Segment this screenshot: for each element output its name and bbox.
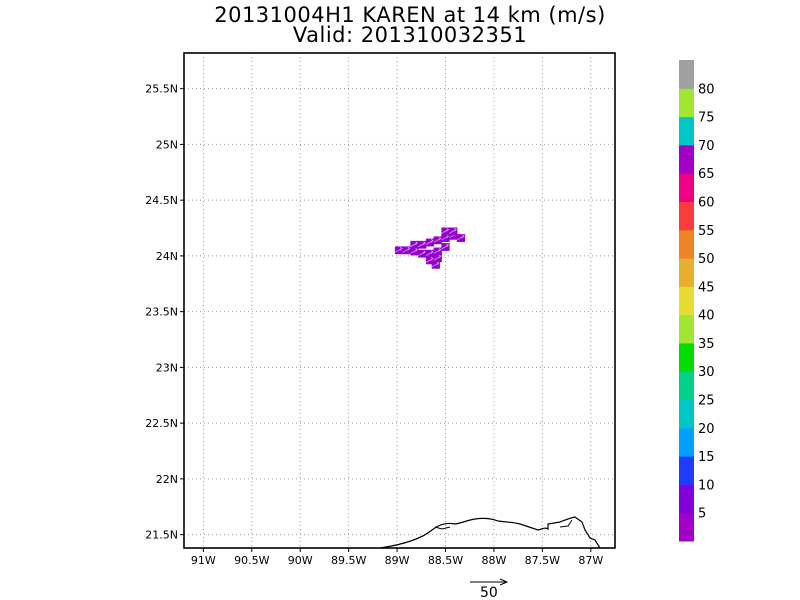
y-tick-label: 24N	[156, 250, 178, 263]
colorbar-label: 25	[698, 394, 715, 409]
wind-vector	[394, 246, 403, 253]
y-tick-label: 25N	[156, 138, 178, 151]
colorbar-label: 55	[698, 224, 715, 239]
x-tick-label: 88W	[481, 554, 506, 567]
wind-vector	[410, 241, 419, 248]
wind-vector	[418, 250, 426, 257]
wind-vector	[433, 254, 442, 261]
colorbar-label: 30	[698, 365, 715, 380]
colorbar-segment	[679, 201, 694, 231]
colorbar-label: 45	[698, 280, 715, 295]
wind-vector	[425, 239, 434, 245]
wind-vector	[425, 250, 434, 257]
y-tick-label: 24.5N	[145, 194, 178, 207]
y-tick-label: 23N	[156, 361, 178, 374]
x-tick-label: 90.5W	[234, 554, 269, 567]
y-tick-label: 22N	[156, 473, 178, 486]
coastline	[379, 516, 601, 549]
vector-scale: 50	[470, 578, 509, 600]
y-tick-label: 22.5N	[145, 417, 178, 430]
colorbar-label: 70	[698, 139, 715, 154]
colorbar-segment	[679, 88, 694, 118]
colorbar-label: 40	[698, 309, 715, 324]
wind-vector	[431, 261, 440, 268]
colorbar-segment	[679, 456, 694, 485]
wind-vector	[456, 234, 465, 241]
colorbar-segment	[679, 116, 694, 146]
colorbar-segment	[679, 286, 694, 316]
colorbar-label: 20	[698, 422, 715, 437]
colorbar-segment	[679, 484, 694, 514]
x-tick-label: 89.5W	[331, 554, 366, 567]
x-tick-label: 87.5W	[525, 554, 560, 567]
colorbar-label: 75	[698, 111, 715, 126]
colorbar-segment	[679, 258, 694, 287]
wind-vector	[410, 248, 419, 254]
x-tick-label: 91W	[191, 554, 216, 567]
colorbar-label: 35	[698, 337, 715, 352]
colorbar-label: 5	[698, 507, 706, 522]
vector-scale-arrowhead	[499, 578, 509, 586]
colorbar-segment	[679, 399, 694, 429]
colorbar-segment	[679, 512, 694, 542]
colorbar-segment	[679, 173, 694, 202]
grid-lines	[184, 53, 615, 548]
wind-vector	[418, 241, 426, 248]
colorbar-segment	[679, 144, 694, 174]
colorbar-segment	[679, 371, 694, 401]
y-tick-label: 21.5N	[145, 529, 178, 542]
y-tick-label: 23.5N	[145, 306, 178, 319]
x-tick-label: 87W	[578, 554, 603, 567]
plot-frame	[183, 52, 616, 549]
wind-vector	[433, 236, 442, 243]
colorbar-label: 50	[698, 252, 715, 267]
colorbar-label: 65	[698, 167, 715, 182]
colorbar-label: 15	[698, 450, 715, 465]
wind-vector	[441, 243, 450, 250]
colorbar-label: 10	[698, 478, 715, 493]
wind-vector	[433, 248, 442, 254]
wind-vector	[441, 234, 450, 241]
colorbar-segment	[679, 314, 694, 344]
y-axis-ticks: 25.5N 25N 24.5N 24N 23.5N 23N 22.5N 22N 21.5N	[145, 83, 184, 542]
wind-speed-cells	[394, 227, 466, 269]
x-tick-label: 90W	[288, 554, 313, 567]
x-tick-label: 89W	[385, 554, 410, 567]
wind-vector	[441, 228, 450, 234]
chart-subtitle: Valid: 201310032351	[292, 23, 528, 47]
coastline-detail	[434, 519, 573, 530]
y-tick-label: 25.5N	[145, 83, 178, 96]
colorbar-segment	[679, 342, 694, 372]
vector-scale-label: 50	[480, 585, 498, 600]
wind-vector	[425, 257, 434, 263]
x-tick-label: 88.5W	[428, 554, 463, 567]
colorbar: 5 10 15 20 25 30 35 40 45 50 55 60 65 70 75 80	[679, 60, 715, 542]
chart-title: 20131004H1 KAREN at 14 km (m/s)	[214, 3, 606, 27]
x-axis-ticks: 91W 90.5W 90W 89.5W 89W 88.5W 88W 87.5W 87W	[191, 548, 603, 567]
wind-vector	[402, 246, 411, 253]
colorbar-segment	[679, 229, 694, 259]
wind-vector	[449, 228, 457, 234]
colorbar-segment	[679, 427, 694, 457]
colorbar-label: 80	[698, 82, 715, 97]
colorbar-label: 60	[698, 195, 715, 210]
colorbar-segment	[679, 60, 694, 89]
